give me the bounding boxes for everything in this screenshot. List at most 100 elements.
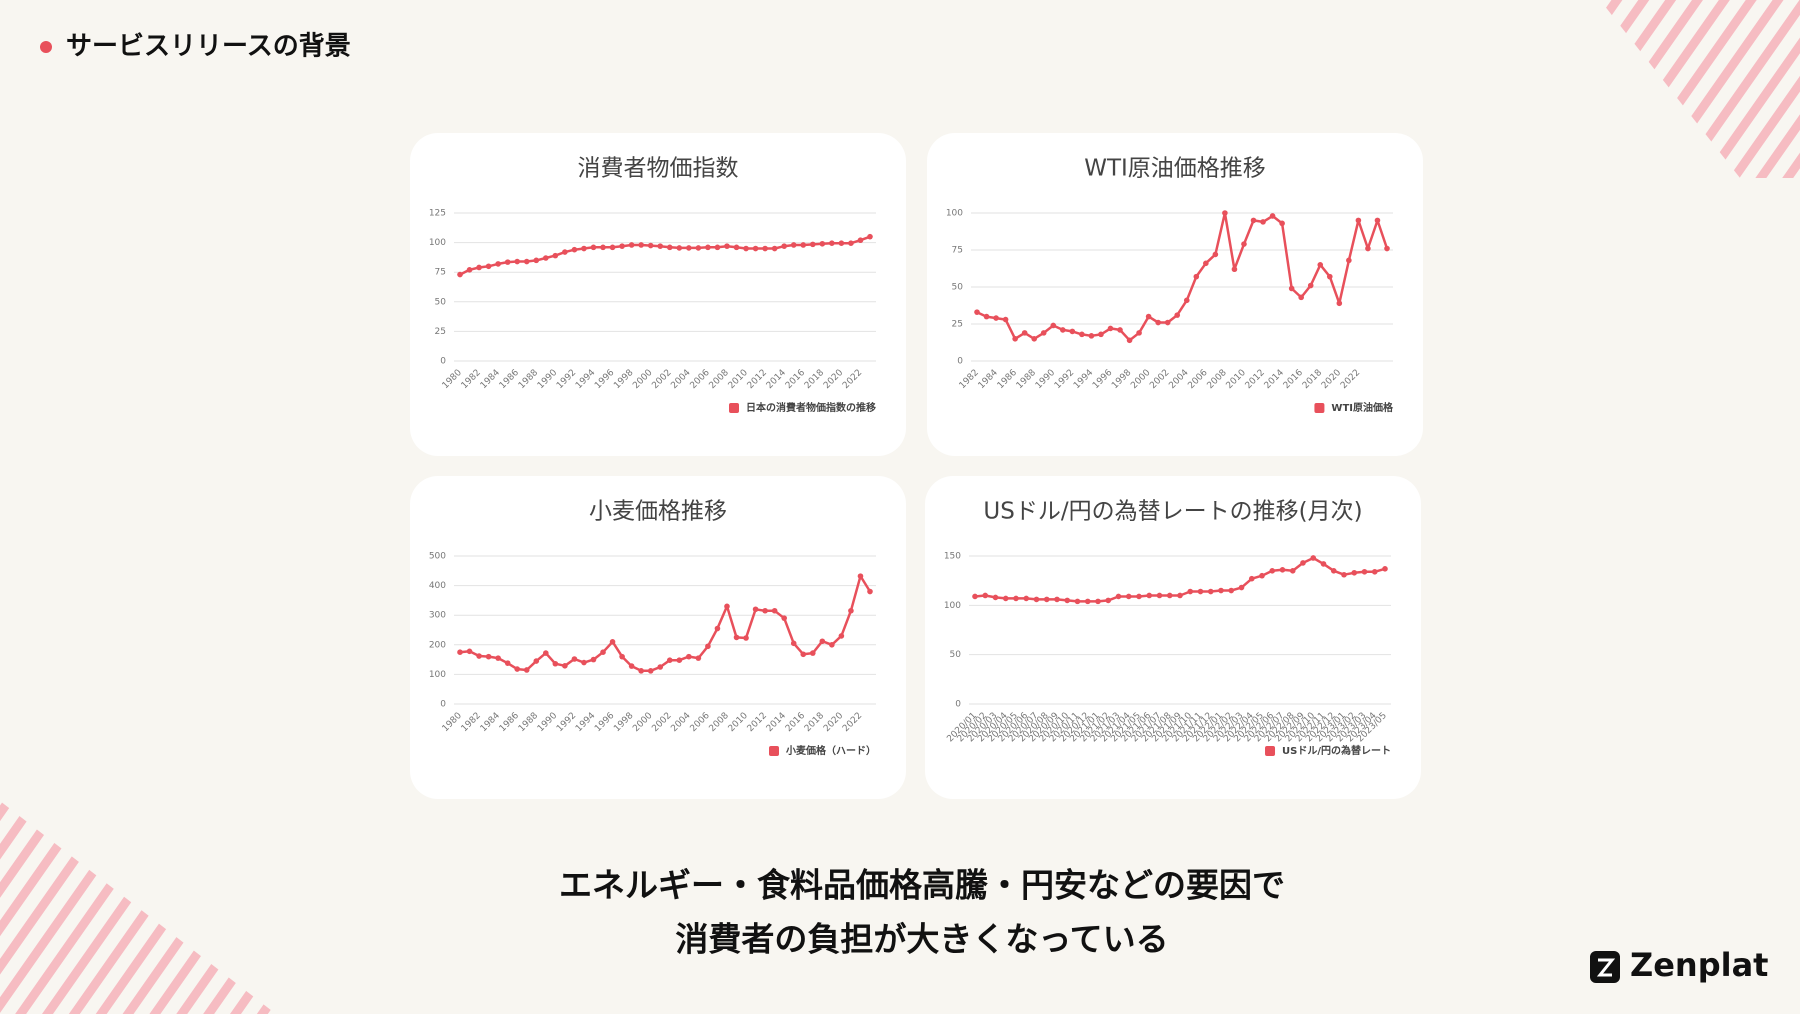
data-point (1320, 561, 1327, 567)
data-point (1238, 584, 1245, 591)
data-point (1203, 260, 1209, 267)
y-tick-label: 100 (429, 670, 446, 680)
data-point (743, 245, 749, 252)
data-point (809, 241, 816, 248)
legend-swatch (1265, 746, 1276, 756)
data-point (600, 649, 606, 655)
data-point (514, 666, 521, 672)
data-point (819, 638, 826, 645)
data-point (1164, 319, 1171, 326)
data-point (619, 653, 625, 660)
data-point (609, 639, 616, 645)
data-point (533, 257, 540, 264)
chart-card (925, 476, 1421, 799)
data-point (666, 244, 673, 251)
data-point (1117, 327, 1123, 333)
data-point (1187, 588, 1194, 595)
data-point (1269, 213, 1276, 219)
data-point (1079, 331, 1085, 338)
data-point (1155, 319, 1161, 326)
data-point (1336, 300, 1343, 307)
y-tick-label: 125 (429, 209, 446, 219)
data-point (543, 255, 549, 261)
legend-label: USドル/円の為替レート (1282, 744, 1391, 757)
data-point (1183, 297, 1190, 304)
data-point (1031, 336, 1038, 342)
data-point (1207, 588, 1214, 595)
data-point (552, 252, 559, 259)
data-point (1288, 285, 1295, 292)
data-point (676, 657, 683, 663)
y-tick-label: 25 (435, 327, 446, 337)
data-point (1193, 273, 1200, 280)
data-point (1361, 568, 1368, 575)
y-tick-label: 300 (429, 611, 446, 621)
data-point (1317, 262, 1324, 268)
data-point (1126, 337, 1133, 344)
data-point (1384, 245, 1390, 252)
data-point (1300, 560, 1306, 566)
data-point (686, 653, 692, 660)
data-point (752, 245, 759, 252)
data-point (457, 271, 463, 278)
data-point (1050, 322, 1057, 329)
data-point (1260, 219, 1266, 225)
data-point (695, 655, 702, 661)
data-point (1330, 568, 1337, 574)
y-tick-label: 0 (957, 357, 963, 367)
legend-swatch (1314, 403, 1325, 413)
data-point (495, 261, 501, 267)
y-tick-label: 50 (435, 297, 447, 307)
data-point (800, 651, 807, 658)
data-point (543, 650, 549, 656)
data-point (714, 244, 721, 251)
data-point (1228, 587, 1235, 594)
chart-card (410, 133, 906, 456)
data-point (666, 657, 673, 663)
data-point (514, 258, 521, 265)
data-point (581, 659, 587, 666)
data-point (1346, 257, 1352, 264)
data-point (993, 315, 999, 321)
data-point (1107, 325, 1114, 332)
data-point (523, 258, 530, 265)
y-tick-label: 400 (429, 581, 446, 591)
header-title: サービスリリースの背景 (66, 32, 351, 62)
data-point (1222, 210, 1228, 216)
data-point (1166, 592, 1173, 599)
data-point (1033, 596, 1040, 603)
data-point (790, 640, 797, 647)
y-tick-label: 0 (440, 700, 446, 710)
data-point (1021, 330, 1028, 336)
data-point (771, 245, 778, 252)
chart-title: 消費者物価指数 (578, 156, 739, 182)
data-point (1095, 598, 1101, 605)
y-tick-label: 100 (944, 601, 961, 611)
data-point (466, 648, 473, 655)
y-tick-label: 100 (946, 209, 963, 219)
data-point (829, 240, 835, 246)
data-point (1382, 566, 1388, 572)
data-point (619, 243, 625, 249)
data-point (781, 615, 787, 621)
data-point (647, 668, 654, 674)
data-point (819, 240, 826, 247)
data-point (992, 594, 999, 601)
data-point (1310, 555, 1317, 561)
legend-label: 日本の消費者物価指数の推移 (746, 401, 876, 414)
data-point (1156, 592, 1163, 599)
data-point (457, 649, 463, 655)
data-point (1248, 575, 1255, 582)
data-point (733, 634, 740, 641)
data-point (1074, 598, 1081, 605)
data-point (1218, 587, 1224, 594)
data-point (1279, 220, 1285, 227)
y-tick-label: 0 (955, 700, 961, 710)
data-point (695, 245, 702, 251)
data-point (504, 259, 511, 265)
data-point (1326, 273, 1333, 280)
data-point (1105, 597, 1112, 604)
data-point (1374, 217, 1381, 224)
data-point (1084, 598, 1091, 605)
data-point (476, 264, 482, 271)
